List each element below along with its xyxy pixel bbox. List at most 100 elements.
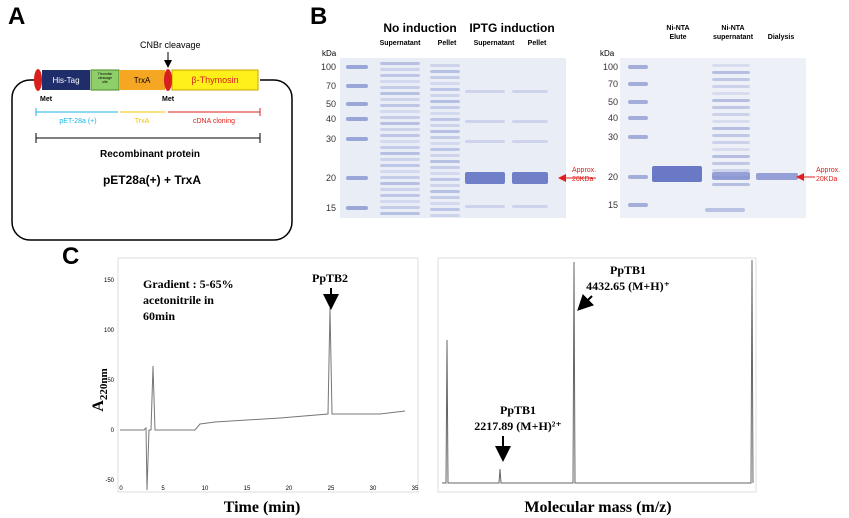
lane-label: Supernatant	[380, 40, 422, 47]
band	[756, 173, 798, 180]
band	[628, 100, 648, 104]
ladder-label: 50	[608, 97, 618, 107]
band	[346, 176, 368, 180]
band	[628, 135, 648, 139]
x-tick-label: 10	[202, 486, 209, 492]
band	[346, 84, 368, 88]
approx-label: Approx. 20KDa	[816, 167, 840, 183]
trxa-box	[120, 70, 165, 90]
ladder-label: 50	[326, 99, 336, 109]
band	[712, 134, 750, 137]
band	[712, 92, 750, 95]
band	[430, 88, 460, 91]
band	[380, 80, 420, 83]
band	[712, 148, 750, 151]
range-label: cDNA cloning	[193, 118, 235, 125]
ladder-label: 40	[608, 113, 618, 123]
y-tick-label: -50	[105, 478, 114, 484]
band	[430, 124, 460, 127]
lane-label: Pellet	[438, 40, 457, 47]
band	[512, 90, 548, 93]
x-tick-label: 15	[244, 486, 251, 492]
band	[380, 128, 420, 131]
band	[712, 64, 750, 67]
y-tick-label: 100	[104, 328, 115, 334]
band	[380, 206, 420, 209]
plot-frame	[117, 257, 419, 493]
band	[652, 166, 702, 182]
ladder-label: 30	[326, 134, 336, 144]
ladder-label: 30	[608, 132, 618, 142]
plot-frame	[437, 257, 757, 493]
band	[512, 120, 548, 123]
band	[705, 208, 745, 212]
band	[346, 102, 368, 106]
band	[712, 162, 750, 165]
band	[430, 70, 460, 73]
band	[380, 170, 420, 173]
band	[380, 116, 420, 119]
peak-arrow	[577, 293, 595, 311]
ladder-label: 100	[603, 62, 618, 72]
peak-label: PpTB1 2217.89 (M+H)²⁺	[474, 403, 561, 433]
ladder-label: 70	[326, 81, 336, 91]
mass-spectrum	[442, 259, 754, 484]
band	[380, 62, 420, 65]
group-header: IPTG induction	[469, 21, 554, 35]
ladder-label: 15	[608, 200, 618, 210]
band	[430, 172, 460, 175]
kda-label: kDa	[600, 49, 615, 58]
band	[430, 208, 460, 211]
x-axis-label: Molecular mass (m/z)	[524, 499, 671, 516]
plasmid-outline	[11, 79, 293, 241]
his-tag: His-Tag	[52, 76, 79, 85]
band	[430, 100, 460, 103]
band	[380, 194, 420, 197]
band	[628, 175, 648, 179]
band	[430, 184, 460, 187]
band	[430, 106, 460, 109]
x-tick-label: 35	[412, 486, 419, 492]
band	[430, 196, 460, 199]
gel	[340, 58, 566, 218]
band	[430, 82, 460, 85]
his-tag-box	[42, 70, 90, 90]
x-axis-label: Time (min)	[224, 499, 301, 516]
lane-label: Ni-NTA Elute	[666, 25, 689, 41]
band	[430, 142, 460, 145]
band	[380, 68, 420, 71]
met-site	[34, 69, 42, 91]
band	[628, 116, 648, 120]
band	[465, 172, 505, 184]
band	[712, 78, 750, 81]
thrombin-label: Thrombin cleavage site	[98, 72, 113, 84]
band	[380, 122, 420, 125]
band	[430, 76, 460, 79]
band	[712, 141, 750, 144]
trxa: TrxA	[134, 76, 151, 85]
band	[512, 140, 548, 143]
band	[380, 164, 420, 167]
ladder-label: 20	[326, 173, 336, 183]
met-label: Met	[162, 96, 175, 103]
band	[712, 85, 750, 88]
band	[346, 137, 368, 141]
band	[430, 118, 460, 121]
y-tick-label: 150	[104, 278, 115, 284]
x-tick-label: 20	[286, 486, 293, 492]
band	[430, 166, 460, 169]
construct-name: pET28a(+) + TrxA	[103, 173, 201, 187]
band	[465, 205, 505, 208]
panel-label: C	[62, 243, 79, 270]
band	[430, 190, 460, 193]
ladder-labels: 100 70 50 40 30 20 15	[603, 62, 618, 210]
thrombin-box	[90, 69, 120, 91]
lane-label: Supernatant	[474, 40, 516, 47]
band	[628, 82, 648, 86]
chromatogram	[120, 307, 406, 491]
band	[380, 110, 420, 113]
panel-a: A His-Tag Thrombin cleavage site TrxA β-Th…	[8, 3, 293, 241]
y-axis-label: A220nm	[90, 368, 110, 411]
band	[380, 200, 420, 203]
panel-b: B No induction IPTG induction Supernatan…	[310, 3, 840, 218]
